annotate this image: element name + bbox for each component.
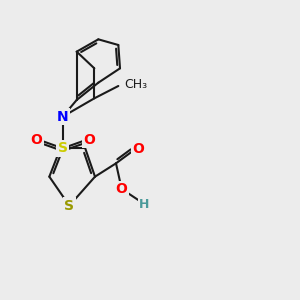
Text: S: S [58, 141, 68, 155]
Text: O: O [132, 142, 144, 156]
Text: N: N [57, 110, 68, 124]
Text: CH₃: CH₃ [124, 77, 148, 91]
Text: O: O [30, 133, 42, 147]
Text: O: O [83, 133, 95, 147]
Text: O: O [116, 182, 127, 196]
Text: S: S [64, 199, 74, 213]
Text: H: H [139, 197, 149, 211]
